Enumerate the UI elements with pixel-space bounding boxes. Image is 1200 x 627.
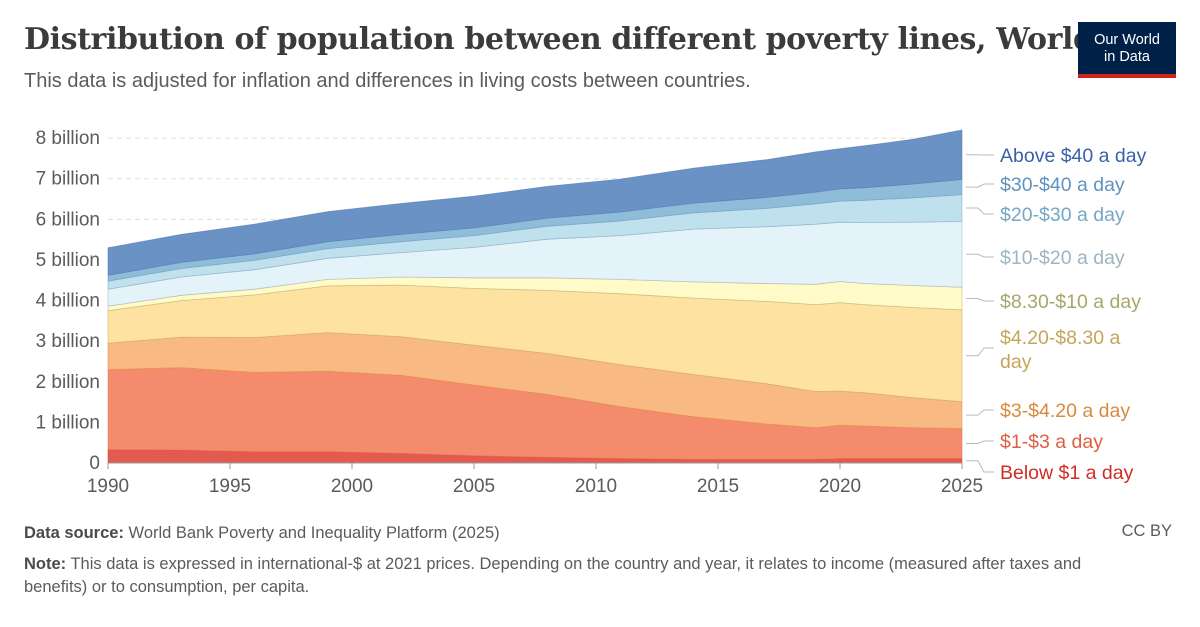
- x-tick-label: 2015: [697, 476, 739, 495]
- area-series: [107, 129, 963, 464]
- note-label: Note:: [24, 555, 67, 573]
- legend-connector: [966, 440, 994, 444]
- legend-connector: [966, 298, 994, 302]
- data-source-label: Data source:: [24, 524, 124, 542]
- area-above-40-a-day[interactable]: [107, 129, 963, 276]
- x-tick-label: 1990: [87, 476, 129, 495]
- y-tick-label: 0: [89, 453, 100, 474]
- legend-connector: [966, 183, 994, 188]
- y-tick-label: 1 billion: [36, 412, 100, 433]
- legend-label[interactable]: Below $1 a day: [1000, 462, 1134, 484]
- legend-connector: [966, 253, 994, 258]
- y-tick-label: 8 billion: [36, 128, 100, 149]
- legend-label[interactable]: $10-$20 a day: [1000, 247, 1125, 269]
- logo-line-2: in Data: [1104, 49, 1150, 65]
- legend-label[interactable]: $20-$30 a day: [1000, 204, 1125, 226]
- chart-note: Note: This data is expressed in internat…: [24, 553, 1144, 599]
- legend-label[interactable]: $30-$40 a day: [1000, 174, 1125, 196]
- x-tick-label: 1995: [209, 476, 251, 495]
- x-tick-label: 2010: [575, 476, 617, 495]
- x-tick-label: 2000: [331, 476, 373, 495]
- chart-title: Distribution of population between diffe…: [24, 22, 1094, 57]
- legend-label[interactable]: $1-$3 a day: [1000, 431, 1103, 453]
- data-source-text[interactable]: World Bank Poverty and Inequality Platfo…: [123, 524, 500, 542]
- chart-subtitle: This data is adjusted for inflation and …: [24, 70, 751, 92]
- legend-label[interactable]: $4.20-$8.30 a day: [1000, 327, 1121, 373]
- axes: 0 1 billion 2 billion 3 billion 4 billion 5 b…: [36, 128, 984, 495]
- data-source: Data source: World Bank Poverty and Ineq…: [24, 522, 500, 545]
- owid-logo[interactable]: Our World in Data: [1078, 22, 1176, 78]
- y-tick-label: 2 billion: [36, 372, 100, 393]
- legend-connector: [966, 460, 994, 473]
- license[interactable]: CC BY: [1121, 522, 1172, 540]
- x-tick-label: 2025: [941, 476, 983, 495]
- y-tick-label: 3 billion: [36, 331, 100, 352]
- y-tick-label: 5 billion: [36, 250, 100, 271]
- legend-label[interactable]: $3-$4.20 a day: [1000, 400, 1130, 422]
- y-tick-label: 6 billion: [36, 209, 100, 230]
- legend: Above $40 a day $30-$40 a day $20-$30 a da…: [966, 145, 1147, 484]
- legend-label[interactable]: Above $40 a day: [1000, 145, 1147, 167]
- legend-connector: [966, 409, 994, 416]
- y-tick-label: 4 billion: [36, 291, 100, 312]
- legend-connector: [966, 207, 994, 215]
- legend-connector: [966, 347, 994, 357]
- y-tick-label: 7 billion: [36, 169, 100, 190]
- logo-line-1: Our World: [1094, 32, 1160, 48]
- legend-label[interactable]: $8.30-$10 a day: [1000, 291, 1141, 313]
- x-tick-label: 2020: [819, 476, 861, 495]
- note-text: This data is expressed in international-…: [24, 555, 1082, 596]
- stacked-area-chart: 0 1 billion 2 billion 3 billion 4 billion 5 b…: [36, 128, 1147, 495]
- x-tick-label: 2005: [453, 476, 495, 495]
